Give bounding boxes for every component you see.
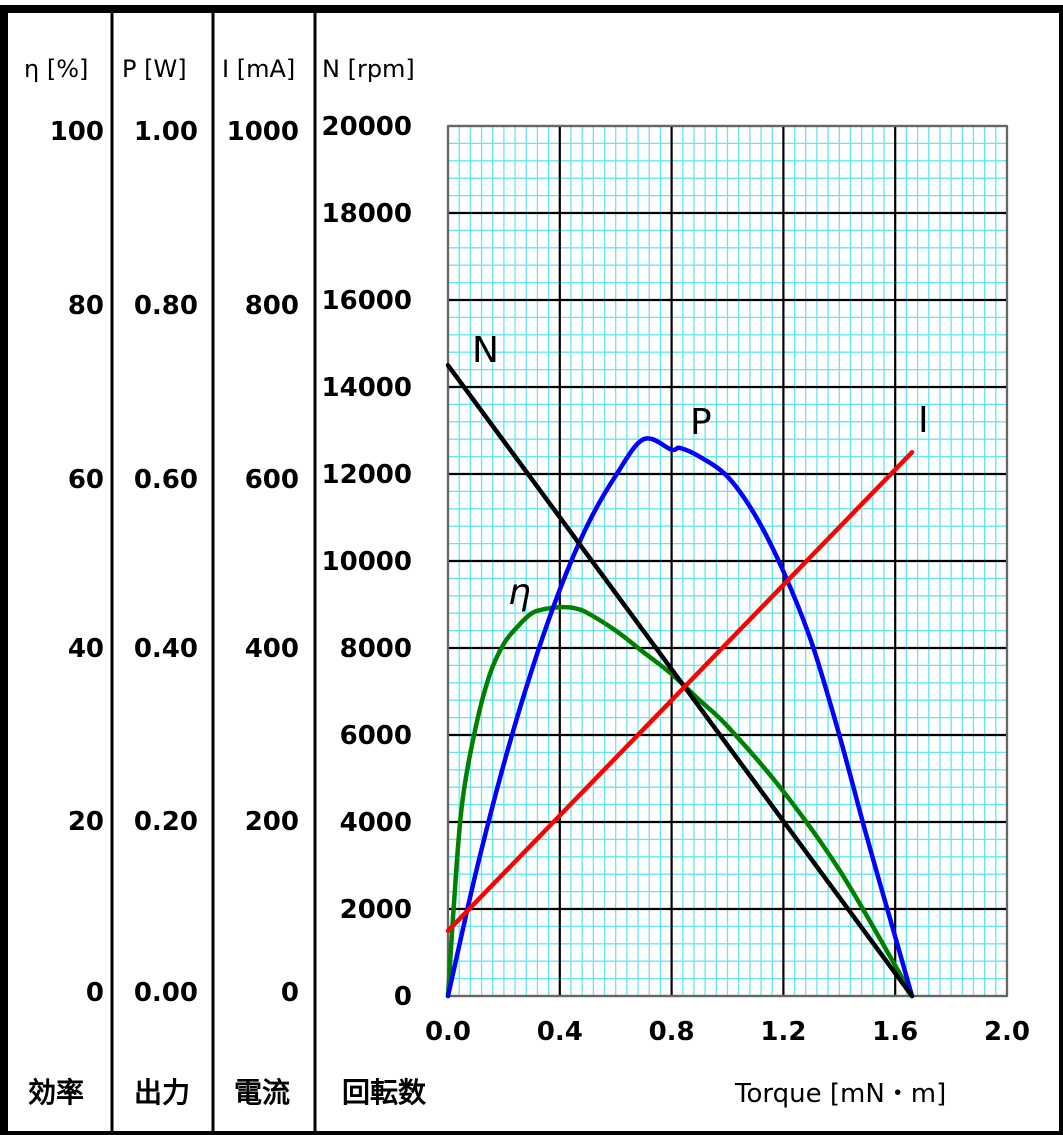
- speed-axis-ticks: 2000018000160001400012000100008000600040…: [322, 112, 412, 1012]
- major-grid: [446, 124, 1009, 998]
- power-footer-label: 出力: [134, 1076, 190, 1109]
- current-tick: 600: [245, 465, 299, 495]
- x-tick-label: 1.6: [872, 1017, 918, 1047]
- speed-tick-label: 6000: [340, 721, 412, 751]
- power-tick: 1.00: [134, 117, 198, 147]
- eta-tick: 40: [68, 634, 104, 664]
- series-I-line: [445, 450, 915, 934]
- current-tick: 800: [245, 291, 299, 321]
- series-eta-label: η: [508, 572, 531, 613]
- current-scale-ticks: 1000 800 600 400 200 0: [227, 117, 299, 1008]
- series-labels: N I Pη: [472, 330, 929, 613]
- x-axis-title: Torque [mN・m]: [734, 1079, 946, 1109]
- speed-tick-label: 12000: [322, 460, 412, 490]
- eta-scale-header: η [%]: [24, 55, 88, 83]
- series-N-line: [445, 363, 915, 999]
- eta-tick: 60: [68, 465, 104, 495]
- series-P-line: [445, 436, 915, 999]
- speed-tick-label: 16000: [322, 286, 412, 316]
- current-scale-header: I [mA]: [222, 55, 295, 83]
- current-tick: 400: [245, 634, 299, 664]
- eta-tick: 0: [86, 978, 104, 1008]
- speed-tick-label: 4000: [340, 808, 412, 838]
- eta-tick: 80: [68, 291, 104, 321]
- plot-border: [447, 125, 1008, 997]
- speed-footer-label: 回転数: [342, 1076, 427, 1109]
- curves: [445, 363, 915, 999]
- speed-scale-header: N [rpm]: [322, 55, 415, 83]
- series-N-label: N: [472, 330, 499, 371]
- speed-tick-label: 0: [394, 982, 412, 1012]
- x-tick-label: 1.2: [760, 1017, 806, 1047]
- series-I-label: I: [918, 400, 929, 441]
- current-tick: 1000: [227, 117, 299, 147]
- power-scale-header: P [W]: [122, 55, 187, 83]
- speed-tick-label: 14000: [322, 373, 412, 403]
- x-tick-label: 0.4: [537, 1017, 583, 1047]
- series-P-label: P: [690, 402, 712, 443]
- x-tick-label: 0.8: [649, 1017, 695, 1047]
- eta-scale-ticks: 100 80 60 40 20 0: [50, 117, 104, 1008]
- speed-tick-label: 2000: [340, 895, 412, 925]
- x-axis-ticks: 0.0 0.4 0.8 1.2 1.6 2.0: [425, 1017, 1030, 1047]
- power-tick: 0.80: [134, 291, 198, 321]
- speed-tick-label: 8000: [340, 634, 412, 664]
- speed-tick-label: 20000: [322, 112, 412, 142]
- power-tick: 0.40: [134, 634, 198, 664]
- current-footer-label: 電流: [234, 1076, 290, 1109]
- speed-tick-label: 10000: [322, 547, 412, 577]
- series-eta-line: [445, 604, 915, 999]
- power-tick: 0.60: [134, 465, 198, 495]
- current-tick: 200: [245, 807, 299, 837]
- power-tick: 0.20: [134, 807, 198, 837]
- power-tick: 0.00: [134, 978, 198, 1008]
- speed-tick-label: 18000: [322, 199, 412, 229]
- frame: [0, 5, 1063, 1135]
- x-tick-label: 2.0: [984, 1017, 1030, 1047]
- eta-tick: 100: [50, 117, 104, 147]
- eta-footer-label: 効率: [28, 1076, 84, 1109]
- power-scale-ticks: 1.00 0.80 0.60 0.40 0.20 0.00: [134, 117, 198, 1008]
- x-tick-label: 0.0: [425, 1017, 471, 1047]
- current-tick: 0: [281, 978, 299, 1008]
- eta-tick: 20: [68, 807, 104, 837]
